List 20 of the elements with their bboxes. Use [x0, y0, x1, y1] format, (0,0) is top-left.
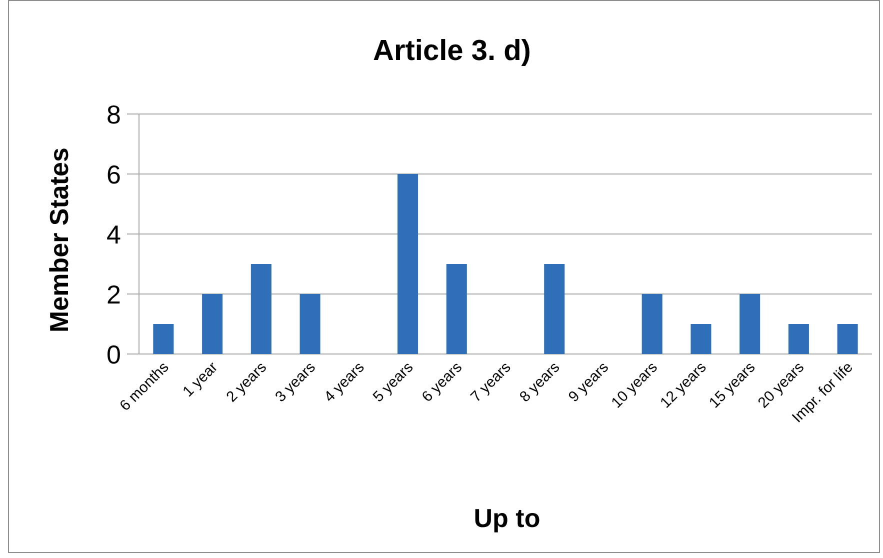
- chart-title: Article 3. d): [373, 35, 531, 67]
- y-tick-label: 2: [106, 279, 121, 310]
- y-tick-label: 8: [106, 99, 121, 130]
- bar: [250, 264, 272, 354]
- y-tick-label: 0: [106, 339, 121, 370]
- bar: [446, 264, 467, 354]
- bar: [544, 264, 565, 354]
- bar: [740, 294, 760, 354]
- y-axis-title: Member States: [44, 148, 74, 332]
- bar: [788, 324, 809, 354]
- bar: [300, 294, 320, 354]
- bar: [690, 324, 712, 354]
- bar: [837, 324, 858, 354]
- bar: [153, 324, 174, 354]
- bar: [202, 294, 223, 354]
- bar: [642, 294, 662, 354]
- y-tick-label: 4: [106, 219, 121, 250]
- y-tick-label: 6: [106, 159, 121, 190]
- x-axis-title: Up to: [474, 503, 540, 533]
- bar: [398, 174, 418, 354]
